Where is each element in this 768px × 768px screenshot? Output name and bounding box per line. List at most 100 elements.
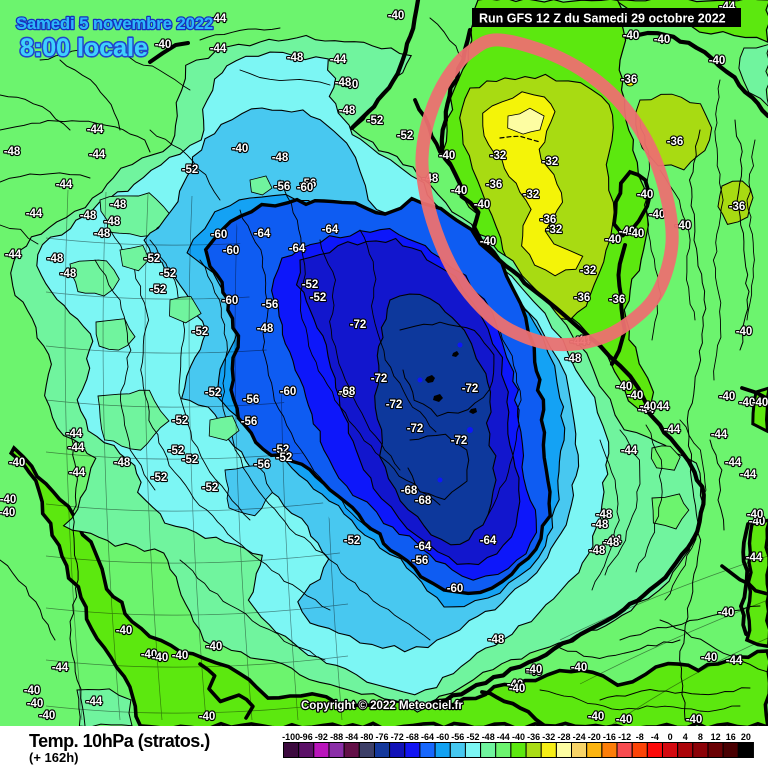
svg-text:-40: -40 xyxy=(206,641,223,653)
svg-text:-36: -36 xyxy=(729,201,746,213)
svg-text:-40: -40 xyxy=(686,714,703,726)
svg-text:-36: -36 xyxy=(609,294,626,306)
svg-text:-32: -32 xyxy=(542,156,559,168)
svg-text:-28: -28 xyxy=(557,732,570,742)
svg-text:-44: -44 xyxy=(330,54,347,66)
svg-text:-44: -44 xyxy=(725,457,742,469)
svg-text:-40: -40 xyxy=(24,685,41,697)
svg-text:-40: -40 xyxy=(588,711,605,723)
svg-text:-40: -40 xyxy=(623,30,640,42)
svg-text:-68: -68 xyxy=(338,388,355,400)
svg-text:-40: -40 xyxy=(507,679,524,691)
svg-text:-36: -36 xyxy=(486,179,503,191)
svg-text:-52: -52 xyxy=(182,164,199,176)
svg-text:-52: -52 xyxy=(466,732,479,742)
svg-text:12: 12 xyxy=(711,732,721,742)
svg-text:-40: -40 xyxy=(9,457,26,469)
svg-text:-60: -60 xyxy=(280,386,297,398)
svg-text:-40: -40 xyxy=(719,391,736,403)
svg-text:-72: -72 xyxy=(350,319,367,331)
svg-text:-40: -40 xyxy=(616,381,633,393)
svg-text:-12: -12 xyxy=(618,732,631,742)
svg-text:-40: -40 xyxy=(736,326,753,338)
svg-text:-96: -96 xyxy=(300,732,313,742)
svg-text:-48: -48 xyxy=(104,216,121,228)
svg-text:-60: -60 xyxy=(222,295,239,307)
svg-text:-48: -48 xyxy=(589,545,606,557)
svg-text:-52: -52 xyxy=(144,253,161,265)
svg-text:-40: -40 xyxy=(749,516,766,528)
svg-text:-48: -48 xyxy=(110,199,127,211)
svg-text:4: 4 xyxy=(683,732,688,742)
svg-text:-44: -44 xyxy=(66,428,83,440)
svg-text:-48: -48 xyxy=(565,353,582,365)
svg-text:Samedi 5 novembre 2022: Samedi 5 novembre 2022 xyxy=(16,15,213,33)
svg-text:-64: -64 xyxy=(421,732,434,742)
svg-text:-40: -40 xyxy=(0,494,16,506)
svg-text:-52: -52 xyxy=(310,292,327,304)
svg-text:-40: -40 xyxy=(739,397,756,409)
svg-text:-100: -100 xyxy=(282,732,300,742)
svg-text:-36: -36 xyxy=(574,292,591,304)
svg-text:-48: -48 xyxy=(339,105,356,117)
svg-text:-88: -88 xyxy=(330,732,343,742)
svg-text:-20: -20 xyxy=(588,732,601,742)
svg-text:-40: -40 xyxy=(155,39,172,51)
svg-text:-40: -40 xyxy=(172,650,189,662)
svg-text:-40: -40 xyxy=(342,79,359,91)
svg-text:-44: -44 xyxy=(653,401,670,413)
svg-text:-76: -76 xyxy=(375,732,388,742)
svg-text:-36: -36 xyxy=(667,136,684,148)
svg-text:-72: -72 xyxy=(462,383,479,395)
svg-text:-48: -48 xyxy=(596,509,613,521)
svg-text:-4: -4 xyxy=(651,732,659,742)
svg-text:-40: -40 xyxy=(199,711,216,723)
svg-text:-48: -48 xyxy=(488,634,505,646)
svg-text:-32: -32 xyxy=(542,732,555,742)
svg-text:-48: -48 xyxy=(287,52,304,64)
svg-text:-40: -40 xyxy=(526,666,543,678)
svg-text:-48: -48 xyxy=(80,210,97,222)
svg-text:-40: -40 xyxy=(27,698,44,710)
svg-text:-40: -40 xyxy=(0,507,15,519)
svg-text:-56: -56 xyxy=(241,416,258,428)
svg-text:-40: -40 xyxy=(640,401,657,413)
svg-text:-48: -48 xyxy=(592,519,609,531)
svg-text:-44: -44 xyxy=(711,429,728,441)
svg-text:-84: -84 xyxy=(345,732,358,742)
svg-text:-44: -44 xyxy=(497,732,510,742)
svg-text:-56: -56 xyxy=(262,299,279,311)
svg-text:-40: -40 xyxy=(512,732,525,742)
svg-text:-48: -48 xyxy=(60,268,77,280)
svg-text:-80: -80 xyxy=(360,732,373,742)
svg-text:-64: -64 xyxy=(254,228,271,240)
svg-text:-8: -8 xyxy=(636,732,644,742)
svg-text:-56: -56 xyxy=(451,732,464,742)
svg-text:-92: -92 xyxy=(315,732,328,742)
svg-text:-52: -52 xyxy=(344,535,361,547)
svg-text:-60: -60 xyxy=(436,732,449,742)
svg-text:-52: -52 xyxy=(205,387,222,399)
svg-text:-64: -64 xyxy=(480,535,497,547)
svg-text:-40: -40 xyxy=(526,664,543,676)
svg-text:-52: -52 xyxy=(302,279,319,291)
svg-text:-52: -52 xyxy=(168,445,185,457)
svg-text:-44: -44 xyxy=(68,442,85,454)
svg-text:-44: -44 xyxy=(52,662,69,674)
svg-text:-64: -64 xyxy=(289,243,306,255)
svg-text:-52: -52 xyxy=(160,268,177,280)
svg-text:-48: -48 xyxy=(4,146,21,158)
svg-text:-60: -60 xyxy=(223,245,240,257)
svg-text:-44: -44 xyxy=(210,43,227,55)
svg-text:-40: -40 xyxy=(509,683,526,695)
svg-text:-40: -40 xyxy=(616,714,633,726)
svg-text:-52: -52 xyxy=(202,482,219,494)
svg-text:-64: -64 xyxy=(415,541,432,553)
svg-text:20: 20 xyxy=(741,732,751,742)
svg-text:-68: -68 xyxy=(415,495,432,507)
svg-text:-44: -44 xyxy=(69,467,86,479)
svg-text:-40: -40 xyxy=(654,34,671,46)
svg-text:-52: -52 xyxy=(151,472,168,484)
svg-text:-48: -48 xyxy=(603,537,620,549)
svg-text:8:00 locale: 8:00 locale xyxy=(20,34,148,62)
